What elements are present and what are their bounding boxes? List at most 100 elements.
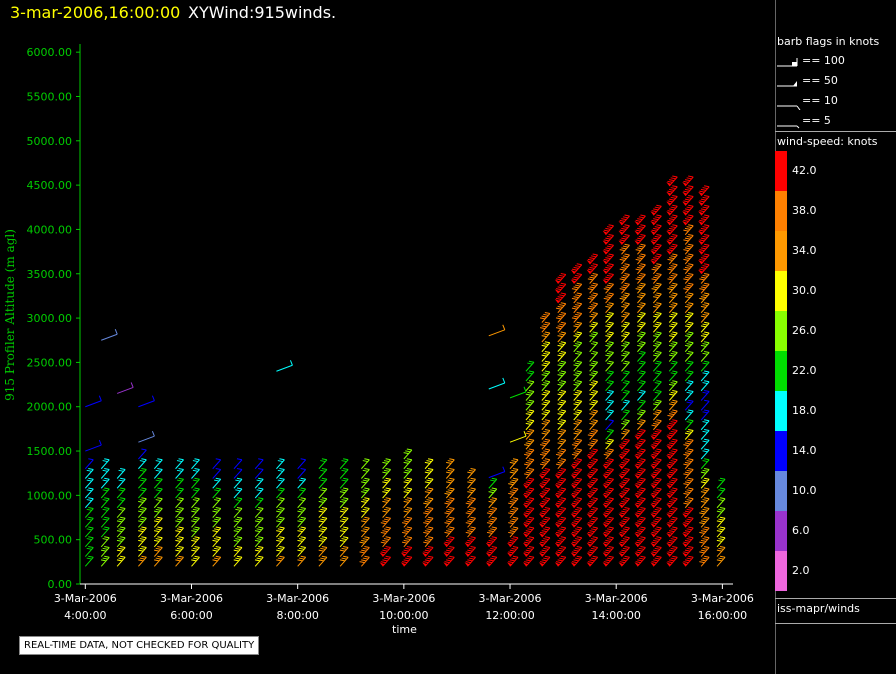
barb-staff xyxy=(382,469,391,479)
barb-pennant xyxy=(618,230,624,235)
barb-staff xyxy=(254,527,264,538)
barb-pennant xyxy=(570,552,576,557)
barb-flag xyxy=(619,531,625,534)
barb-pennant xyxy=(682,542,688,547)
barb-flag xyxy=(573,344,579,347)
barb-pennant xyxy=(666,221,672,226)
barb-flag xyxy=(541,520,547,523)
barb-flag xyxy=(587,551,593,554)
barb-flag xyxy=(608,448,614,451)
barb-flag xyxy=(528,380,535,383)
barb-staff xyxy=(541,439,551,450)
barb-staff xyxy=(621,410,630,421)
barb-flag xyxy=(511,499,517,502)
barb-flag xyxy=(364,536,370,539)
barb-flag xyxy=(637,296,643,299)
barb-flag xyxy=(635,239,641,242)
barb-flag xyxy=(141,468,147,471)
barb-flag xyxy=(512,458,519,461)
barb-flag xyxy=(236,536,243,539)
barb-flag xyxy=(700,520,707,523)
barb-staff xyxy=(684,244,694,255)
barb-flag xyxy=(606,343,613,346)
barb-flag xyxy=(670,518,676,521)
barb-staff xyxy=(652,332,662,343)
barb-pennant xyxy=(586,260,592,265)
barb-flag xyxy=(684,452,691,455)
barb-flag xyxy=(654,538,660,541)
barb-flag xyxy=(339,539,346,542)
barb-staff xyxy=(605,381,614,392)
barb-legend-100: == 100 xyxy=(775,54,896,74)
barb-staff xyxy=(85,400,102,408)
barb-flag xyxy=(640,302,646,305)
barb-flag xyxy=(640,536,646,539)
barb-flag xyxy=(624,360,630,363)
barb-flag xyxy=(104,477,110,480)
barb-flag xyxy=(700,227,707,230)
barb-flag xyxy=(606,255,613,258)
barb-staff xyxy=(621,283,630,294)
barb-flag xyxy=(670,528,676,531)
barb-flag xyxy=(341,538,347,541)
barb-pennant xyxy=(586,484,592,489)
barb-flag xyxy=(576,487,582,490)
barb-flag xyxy=(667,492,673,495)
wind-profile xyxy=(586,253,599,567)
barb-flag xyxy=(141,536,147,539)
barb-flag xyxy=(654,547,660,550)
x-axis-label: time xyxy=(392,623,417,636)
barb-flag xyxy=(667,229,673,232)
barb-flag xyxy=(589,559,595,562)
barb-flag xyxy=(571,307,578,310)
barb-flag xyxy=(524,531,530,534)
barb-staff xyxy=(467,517,476,528)
barb-flag xyxy=(704,458,710,461)
barb-flag xyxy=(362,547,368,550)
barb-staff xyxy=(403,527,413,538)
barb-flag xyxy=(88,536,94,539)
barb-flag xyxy=(576,497,582,500)
barb-flag xyxy=(684,539,691,542)
barb-staff xyxy=(403,498,413,509)
barb-flag xyxy=(575,411,581,414)
barb-flag xyxy=(511,557,517,560)
barb-staff xyxy=(100,537,110,548)
barb-flag xyxy=(525,403,531,406)
barb-flag xyxy=(668,276,675,279)
barb-staff xyxy=(621,371,630,382)
barb-flag xyxy=(702,479,708,482)
barb-flag xyxy=(447,557,453,560)
barb-pennant xyxy=(554,513,560,518)
barb-staff xyxy=(138,459,147,470)
barb-flag xyxy=(606,450,613,453)
barb-flag xyxy=(608,516,614,519)
barb-flag xyxy=(178,555,184,558)
barb-flag xyxy=(688,263,694,266)
barb-flag xyxy=(192,469,198,472)
barb-flag xyxy=(668,237,675,240)
barb-flag xyxy=(139,479,145,482)
barb-flag xyxy=(449,458,455,461)
barb-flag xyxy=(362,460,368,463)
barb-flag xyxy=(320,508,326,511)
chart-axes: 0.00500.001000.001500.002000.002500.0030… xyxy=(27,44,754,622)
barb-staff xyxy=(318,537,328,548)
barb-flag xyxy=(638,489,644,492)
barb-pennant xyxy=(586,474,592,479)
barb-flag xyxy=(486,541,493,544)
barb-flag xyxy=(560,370,566,373)
barb-flag xyxy=(233,539,239,542)
barb-flag xyxy=(605,461,611,464)
barb-flag xyxy=(670,352,676,355)
barb-flag xyxy=(688,214,694,217)
barb-flag xyxy=(704,497,710,500)
barb-staff xyxy=(116,547,126,557)
barb-flag xyxy=(192,508,198,511)
barb-flag xyxy=(465,502,471,505)
barb-flag xyxy=(491,546,497,549)
barb-flag xyxy=(700,208,707,211)
barb-staff xyxy=(684,459,694,470)
barb-staff xyxy=(254,469,264,479)
barb-flag xyxy=(654,508,660,511)
